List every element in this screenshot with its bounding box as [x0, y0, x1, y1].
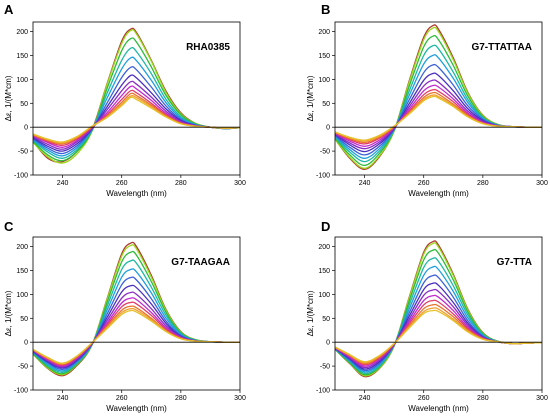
panel-letter: B — [321, 2, 330, 17]
y-tick-label: 200 — [16, 244, 28, 251]
series-line-11 — [335, 303, 542, 365]
x-tick-label: 300 — [536, 395, 548, 402]
series-line-13 — [335, 309, 542, 363]
panel-title: G7-TTA — [497, 257, 532, 268]
series-line-12 — [335, 307, 542, 364]
series-group — [33, 241, 240, 377]
y-axis-title: Δε, 1/(M*cm) — [306, 290, 315, 336]
y-axis-title: Δε, 1/(M*cm) — [4, 75, 13, 121]
x-axis-title: Wavelength (nm) — [106, 189, 167, 198]
y-tick-label: 50 — [20, 101, 28, 108]
plot-frame — [32, 236, 241, 391]
cd-panel-d: 240 260 280 300 -100 -50 0 50 100 150 200 Wavelengt… — [306, 219, 548, 413]
series-line-8 — [335, 288, 542, 369]
series-line-6 — [335, 274, 542, 372]
x-tick-label: 300 — [536, 180, 548, 187]
y-tick-label: -100 — [14, 388, 28, 395]
series-line-13 — [335, 95, 542, 141]
series-line-8 — [33, 80, 240, 150]
x-axis-title: Wavelength (nm) — [408, 189, 469, 198]
series-line-8 — [335, 79, 542, 150]
y-tick-label: 150 — [16, 53, 28, 60]
plot-frame — [334, 21, 543, 176]
y-tick-label: 50 — [322, 316, 330, 323]
x-tick-label: 280 — [477, 180, 489, 187]
series-line-7 — [33, 74, 240, 152]
x-tick-label: 300 — [234, 180, 246, 187]
plot-frame — [32, 21, 241, 176]
y-tick-label: 50 — [20, 316, 28, 323]
panel-title: G7-TAAGAA — [171, 257, 230, 268]
x-tick-label: 240 — [359, 180, 371, 187]
panel-letter: C — [4, 219, 14, 234]
plot-frame — [334, 236, 543, 391]
y-tick-label: 0 — [326, 125, 330, 132]
x-tick-label: 260 — [116, 395, 128, 402]
y-axis-title: Δε, 1/(M*cm) — [4, 290, 13, 336]
x-tick-label: 300 — [234, 395, 246, 402]
series-line-12 — [33, 94, 240, 144]
x-tick-label: 240 — [359, 395, 371, 402]
cd-panel-a: 240 260 280 300 -100 -50 0 50 100 150 200 Wavelengt… — [4, 2, 246, 198]
panel-title: G7-TTATTAA — [471, 42, 532, 53]
series-line-6 — [33, 276, 240, 371]
cd-panel-c: 240 260 280 300 -100 -50 0 50 100 150 200 Wavelengt… — [4, 219, 246, 413]
x-tick-label: 280 — [175, 395, 187, 402]
y-tick-label: -50 — [320, 364, 330, 371]
series-line-10 — [33, 89, 240, 147]
x-tick-label: 240 — [57, 180, 69, 187]
y-tick-label: 200 — [16, 29, 28, 36]
x-tick-label: 280 — [477, 395, 489, 402]
x-axis-title: Wavelength (nm) — [106, 404, 167, 413]
series-line-5 — [33, 268, 240, 372]
y-tick-label: -100 — [14, 173, 28, 180]
series-line-4 — [33, 259, 240, 373]
x-tick-label: 240 — [57, 395, 69, 402]
panel-letter: A — [4, 2, 14, 17]
series-line-11 — [335, 91, 542, 144]
y-tick-label: 100 — [16, 292, 28, 299]
series-line-13 — [33, 96, 240, 143]
series-group — [335, 24, 542, 170]
panel-title: RHA0385 — [186, 42, 230, 53]
y-tick-label: -100 — [316, 173, 330, 180]
y-tick-label: 150 — [318, 53, 330, 60]
series-line-6 — [33, 66, 240, 155]
y-tick-label: 0 — [24, 340, 28, 347]
x-tick-label: 260 — [116, 180, 128, 187]
y-tick-label: 200 — [318, 244, 330, 251]
series-line-4 — [335, 257, 542, 375]
y-tick-label: -50 — [320, 149, 330, 156]
series-line-12 — [335, 94, 542, 142]
y-tick-label: -50 — [18, 149, 28, 156]
series-line-11 — [33, 305, 240, 365]
panel-letter: D — [321, 219, 330, 234]
cd-panel-b: 240 260 280 300 -100 -50 0 50 100 150 200 Wavelengt… — [306, 2, 548, 198]
y-tick-label: 100 — [16, 77, 28, 84]
y-tick-label: 200 — [318, 29, 330, 36]
x-axis-title: Wavelength (nm) — [408, 404, 469, 413]
y-tick-label: 150 — [318, 268, 330, 275]
y-tick-label: 0 — [24, 125, 28, 132]
series-line-13 — [33, 309, 240, 364]
x-tick-label: 260 — [418, 395, 430, 402]
x-tick-label: 280 — [175, 180, 187, 187]
y-tick-label: 100 — [318, 77, 330, 84]
y-tick-label: 50 — [322, 101, 330, 108]
y-tick-label: 150 — [16, 268, 28, 275]
x-tick-label: 260 — [418, 180, 430, 187]
y-tick-label: 0 — [326, 340, 330, 347]
series-line-5 — [335, 265, 542, 373]
series-line-11 — [33, 92, 240, 145]
series-line-7 — [33, 284, 240, 369]
y-tick-label: -50 — [18, 364, 28, 371]
y-tick-label: -100 — [316, 388, 330, 395]
series-group — [335, 240, 542, 378]
series-line-7 — [335, 282, 542, 370]
series-line-12 — [33, 307, 240, 365]
y-tick-label: 100 — [318, 292, 330, 299]
y-axis-title: Δε, 1/(M*cm) — [306, 75, 315, 121]
